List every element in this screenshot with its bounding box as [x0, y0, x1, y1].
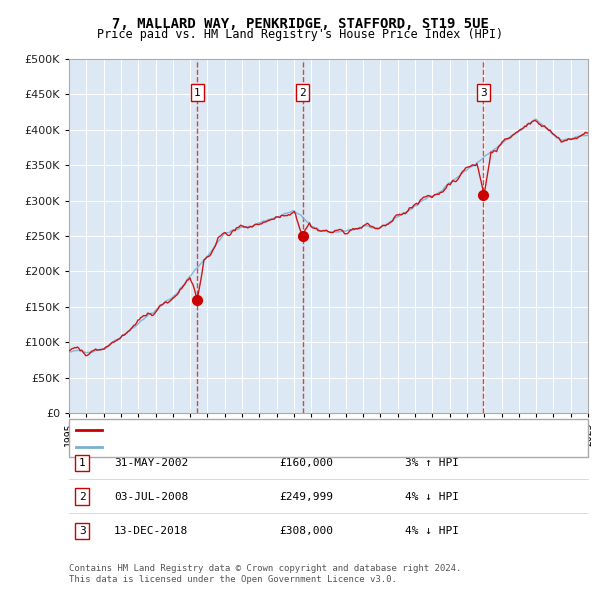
- Text: 3: 3: [79, 526, 86, 536]
- Text: 31-MAY-2002: 31-MAY-2002: [114, 458, 188, 468]
- Text: HPI: Average price, detached house, South Staffordshire: HPI: Average price, detached house, Sout…: [109, 441, 439, 451]
- Text: 03-JUL-2008: 03-JUL-2008: [114, 492, 188, 502]
- Text: 1: 1: [79, 458, 86, 468]
- Text: Contains HM Land Registry data © Crown copyright and database right 2024.: Contains HM Land Registry data © Crown c…: [69, 565, 461, 573]
- Text: This data is licensed under the Open Government Licence v3.0.: This data is licensed under the Open Gov…: [69, 575, 397, 584]
- Text: 4% ↓ HPI: 4% ↓ HPI: [405, 526, 459, 536]
- Text: 2: 2: [79, 492, 86, 502]
- Text: Price paid vs. HM Land Registry's House Price Index (HPI): Price paid vs. HM Land Registry's House …: [97, 28, 503, 41]
- Text: 13-DEC-2018: 13-DEC-2018: [114, 526, 188, 536]
- Text: £160,000: £160,000: [279, 458, 333, 468]
- Text: 3: 3: [480, 88, 487, 97]
- Text: 2: 2: [299, 88, 306, 97]
- Text: 7, MALLARD WAY, PENKRIDGE, STAFFORD, ST19 5UE (detached house): 7, MALLARD WAY, PENKRIDGE, STAFFORD, ST1…: [109, 425, 481, 435]
- Text: 7, MALLARD WAY, PENKRIDGE, STAFFORD, ST19 5UE: 7, MALLARD WAY, PENKRIDGE, STAFFORD, ST1…: [112, 17, 488, 31]
- Text: £308,000: £308,000: [279, 526, 333, 536]
- Text: £249,999: £249,999: [279, 492, 333, 502]
- Text: 4% ↓ HPI: 4% ↓ HPI: [405, 492, 459, 502]
- Text: 3% ↑ HPI: 3% ↑ HPI: [405, 458, 459, 468]
- Text: 1: 1: [194, 88, 201, 97]
